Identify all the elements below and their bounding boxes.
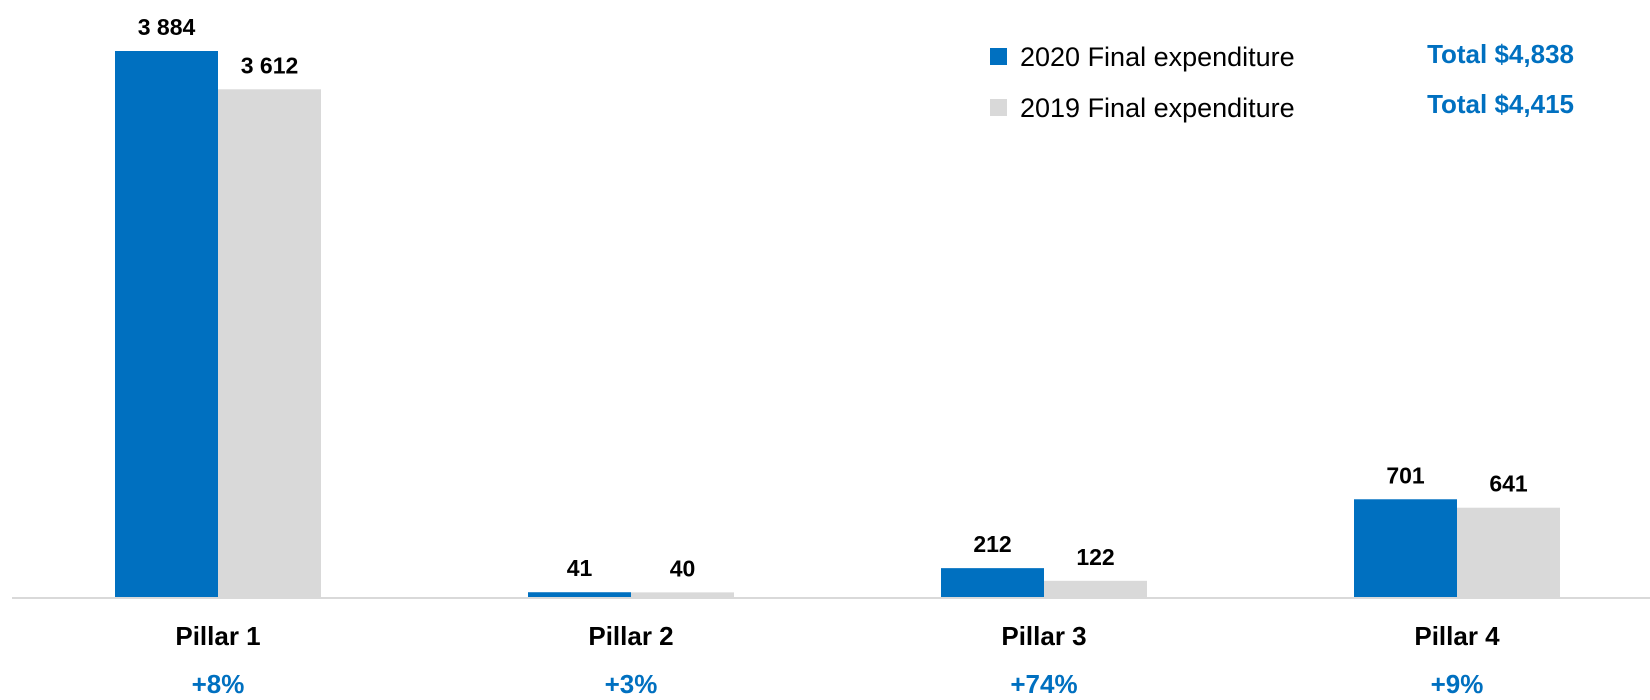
bar-2019-3 (1044, 580, 1147, 598)
legend-total-2020: Total $4,838 (1427, 39, 1574, 69)
bar-2020-3 (941, 568, 1044, 598)
bar-2020-4 (1354, 499, 1457, 598)
data-label-2019-2: 40 (670, 555, 696, 581)
legend-swatch-2020 (990, 48, 1007, 65)
data-label-2020-2: 41 (567, 555, 593, 581)
bar-2020-1 (115, 51, 218, 598)
data-label-2019-1: 3 612 (241, 52, 299, 78)
bar-2019-2 (631, 592, 734, 598)
category-label-4: Pillar 4 (1414, 621, 1500, 651)
category-label-3: Pillar 3 (1001, 621, 1086, 651)
bar-2019-1 (218, 89, 321, 599)
change-label-4: +9% (1431, 669, 1484, 699)
data-label-2020-4: 701 (1386, 462, 1425, 488)
category-label-2: Pillar 2 (588, 621, 673, 651)
legend: 2020 Final expenditure Total $4,838 2019… (990, 39, 1574, 123)
data-label-2019-4: 641 (1489, 471, 1528, 497)
legend-total-2019: Total $4,415 (1427, 89, 1574, 119)
legend-label-2019: 2019 Final expenditure (1020, 93, 1295, 123)
change-label-1: +8% (192, 669, 245, 699)
bar-2020-2 (528, 592, 631, 598)
bar-2019-4 (1457, 507, 1560, 598)
legend-label-2020: 2020 Final expenditure (1020, 42, 1295, 72)
data-label-2020-3: 212 (973, 531, 1011, 557)
bars-group (115, 51, 1560, 599)
legend-swatch-2019 (990, 99, 1007, 116)
data-label-2020-1: 3 884 (138, 14, 196, 40)
change-label-3: +74% (1010, 669, 1077, 699)
category-label-1: Pillar 1 (175, 621, 260, 651)
labels-group: 3 884 3 612 Pillar 1 +8% 41 40 Pillar 2 +3% 212 1… (138, 14, 1528, 699)
change-label-2: +3% (605, 669, 658, 699)
data-label-2019-3: 122 (1076, 544, 1114, 570)
